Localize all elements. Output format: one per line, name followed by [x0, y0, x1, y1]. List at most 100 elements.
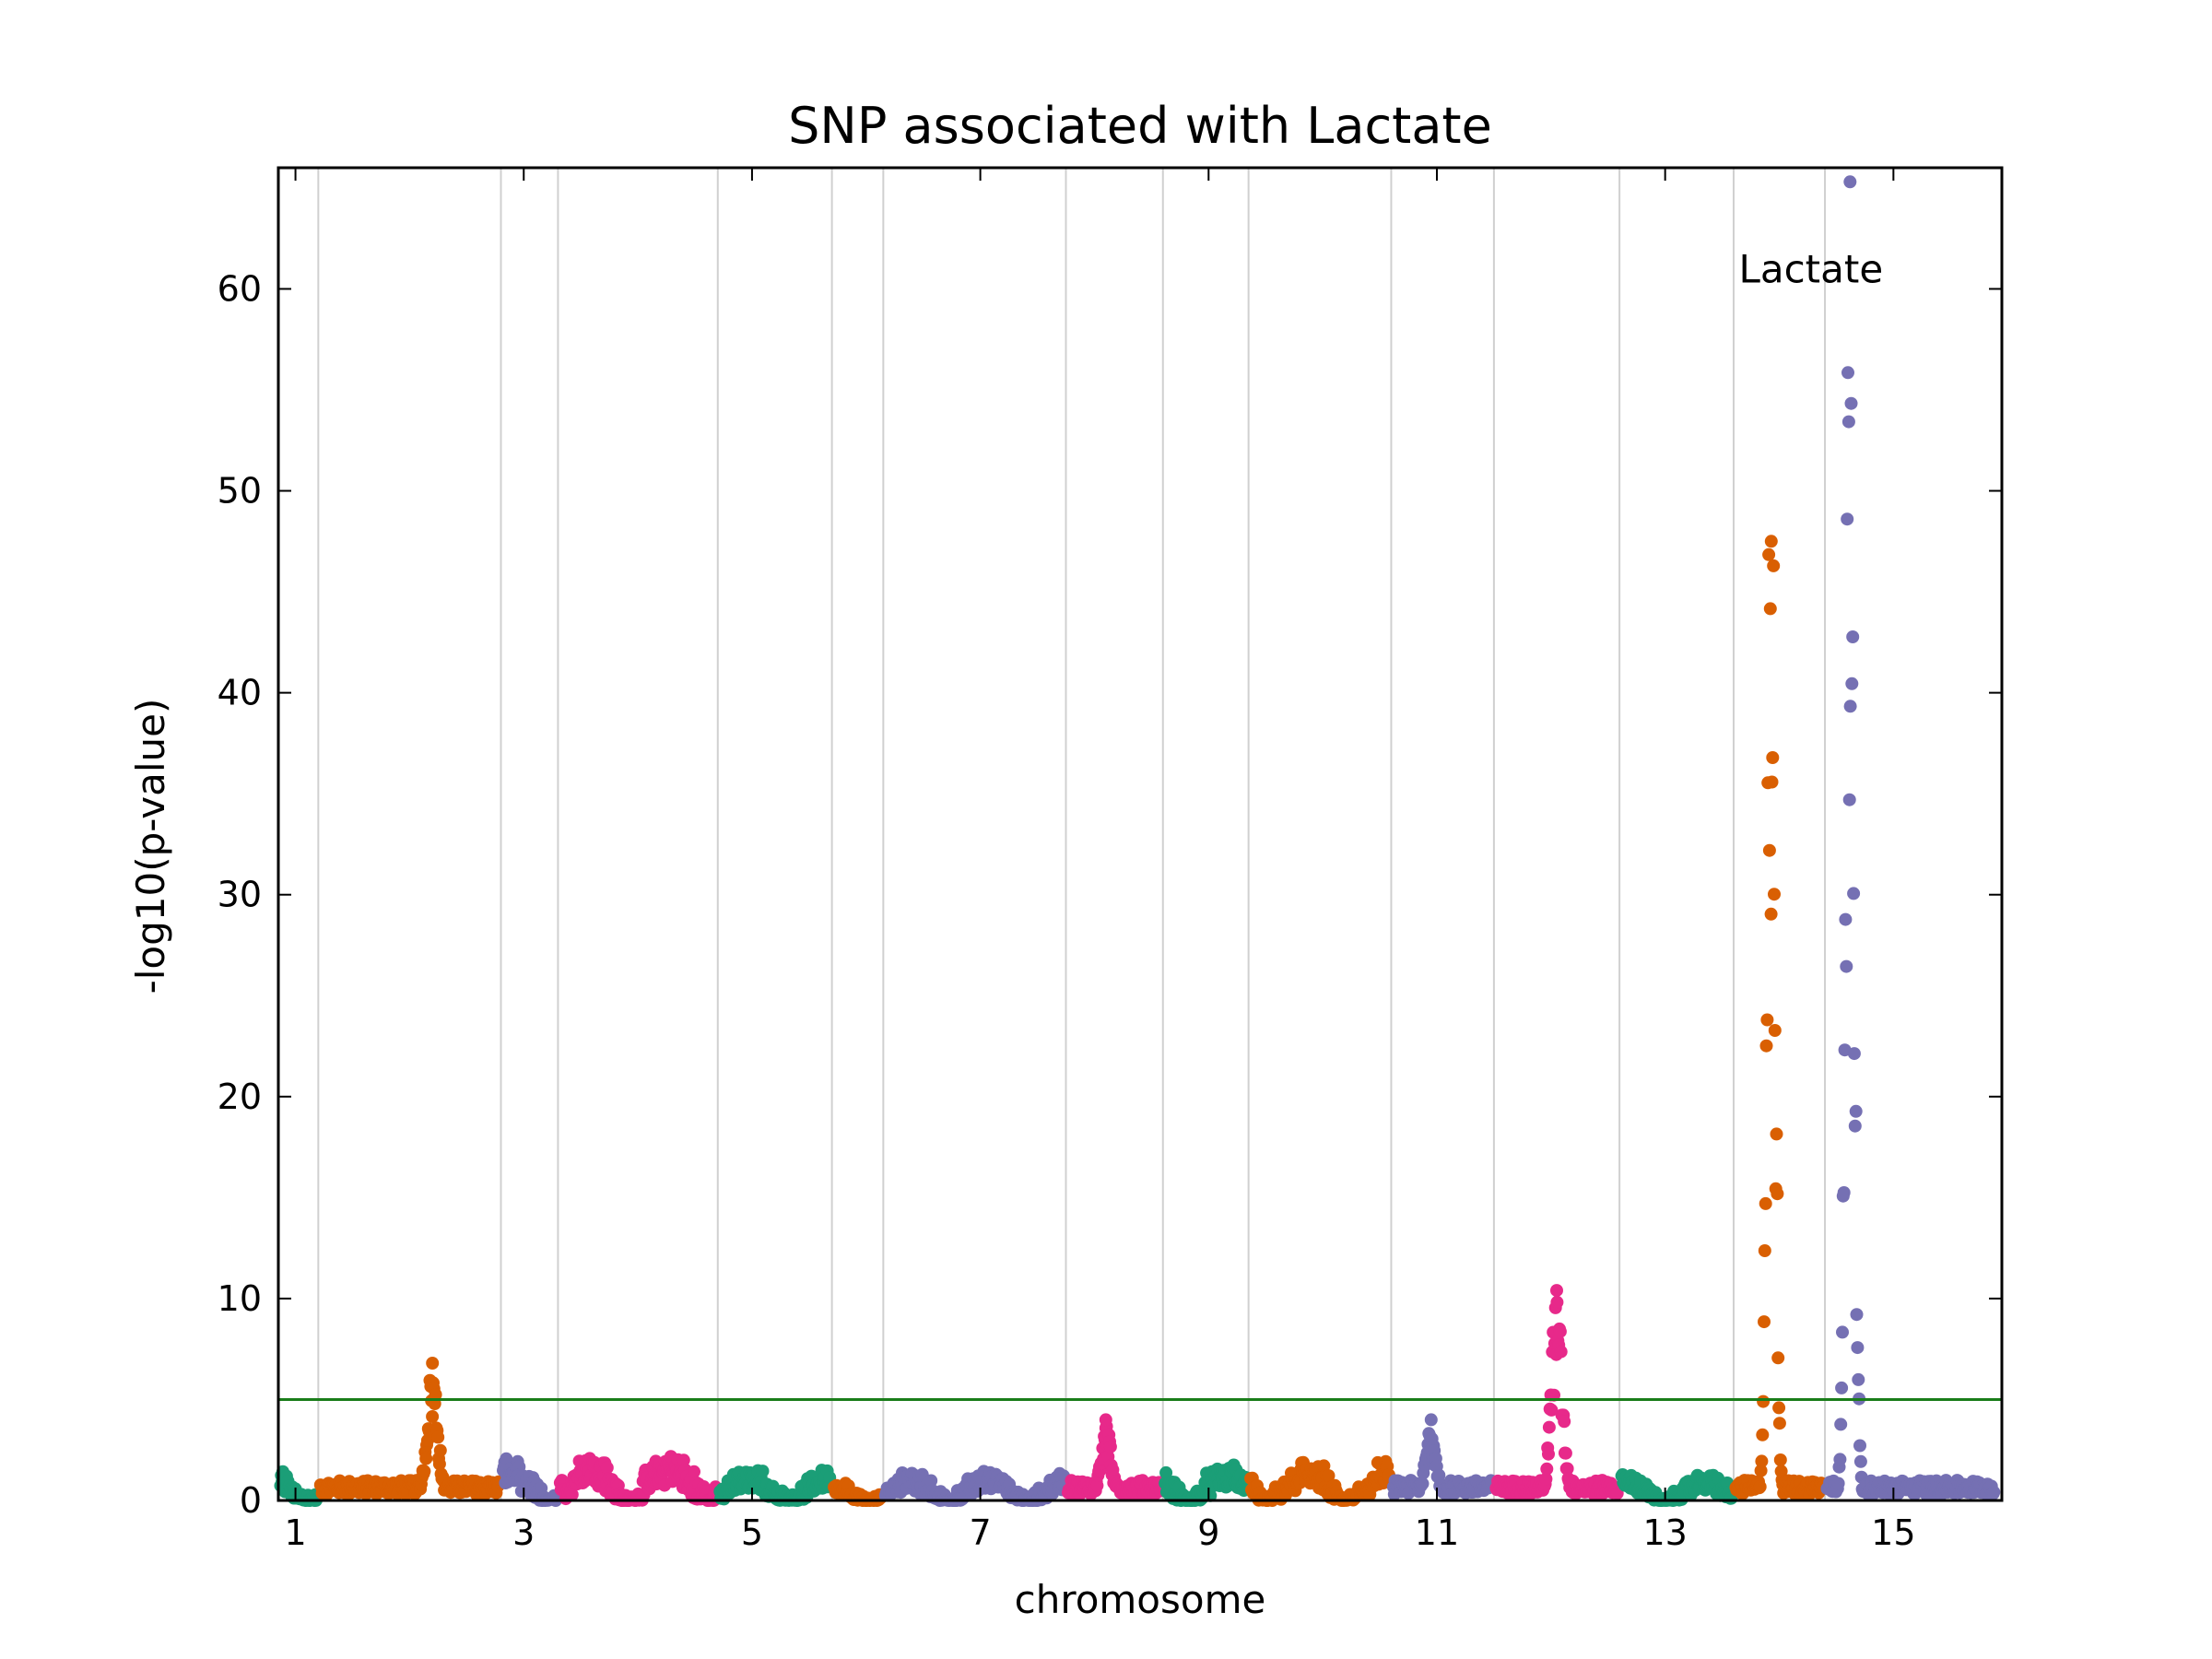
data-point [426, 1410, 440, 1423]
peak-point [426, 1357, 440, 1370]
data-point [1755, 1454, 1769, 1468]
data-point [420, 1434, 434, 1447]
y-tick-label: 10 [218, 1278, 262, 1319]
data-point [1090, 1478, 1104, 1492]
data-point [1841, 366, 1854, 380]
data-point [429, 1388, 442, 1402]
data-point [1847, 887, 1861, 900]
data-point [1852, 1372, 1865, 1386]
data-point [1833, 1453, 1847, 1466]
data-point [1542, 1420, 1556, 1434]
x-axis-title: chromosome [1015, 1577, 1266, 1622]
data-point [1610, 1487, 1624, 1500]
data-point [1841, 512, 1854, 526]
data-point [1540, 1462, 1554, 1476]
x-tick-label: 1 [284, 1512, 306, 1553]
data-point [1322, 1469, 1335, 1483]
data-point [756, 1465, 770, 1478]
y-tick-label: 20 [218, 1077, 262, 1117]
data-point [419, 1452, 433, 1465]
data-point [1103, 1440, 1117, 1453]
data-point [1754, 1464, 1768, 1477]
peak-point [1099, 1413, 1112, 1427]
data-point [1836, 1325, 1849, 1339]
data-point [1766, 751, 1780, 764]
data-point [1853, 1454, 1867, 1468]
data-point [1831, 1477, 1845, 1490]
data-point [1850, 1308, 1864, 1322]
x-tick-label: 15 [1871, 1512, 1915, 1553]
y-tick-label: 0 [240, 1480, 262, 1521]
data-point [1763, 602, 1777, 616]
data-point [1558, 1415, 1571, 1429]
data-point [1757, 1394, 1771, 1408]
data-point [924, 1474, 938, 1488]
data-point [1559, 1446, 1572, 1460]
x-tick-label: 11 [1415, 1512, 1459, 1553]
data-point [1765, 775, 1779, 789]
y-tick-label: 40 [218, 673, 262, 713]
data-point [565, 1488, 579, 1501]
data-point [677, 1453, 690, 1467]
y-tick-label: 50 [218, 471, 262, 512]
data-point [431, 1430, 445, 1444]
data-point [1545, 1403, 1559, 1417]
data-point [1554, 1345, 1568, 1359]
data-point [1159, 1465, 1173, 1479]
data-point [1756, 1428, 1770, 1441]
data-point [433, 1443, 447, 1457]
data-point [1848, 1119, 1862, 1133]
peak-point [1424, 1413, 1438, 1427]
data-point [1758, 1244, 1771, 1257]
data-point [1539, 1472, 1553, 1486]
data-point [1847, 1047, 1861, 1061]
data-point [1768, 1024, 1782, 1037]
chart-title: SNP associated with Lactate [788, 97, 1492, 155]
data-point [1772, 1417, 1786, 1430]
data-point [1553, 1324, 1567, 1338]
data-point [1773, 1453, 1787, 1466]
x-tick-label: 3 [512, 1512, 535, 1553]
y-axis-title: -log10(p-value) [128, 699, 173, 994]
data-point [1542, 1447, 1555, 1461]
peak-point [1764, 535, 1778, 548]
data-point [1835, 1381, 1849, 1394]
data-point [418, 1465, 431, 1478]
y-tick-label: 30 [218, 875, 262, 915]
data-point [1834, 1418, 1848, 1431]
peak-point [1550, 1284, 1563, 1298]
data-point [1851, 1341, 1865, 1355]
data-point [1845, 677, 1859, 690]
data-point [1839, 912, 1853, 926]
data-points [274, 175, 2001, 1507]
y-tick-label: 60 [218, 268, 262, 309]
data-point [1771, 1351, 1785, 1365]
data-point [1837, 1186, 1851, 1199]
data-point [432, 1457, 446, 1471]
data-point [1842, 793, 1856, 806]
data-point [1762, 843, 1776, 857]
data-point [1759, 1039, 1773, 1053]
data-point [1772, 1401, 1786, 1415]
data-point [1416, 1477, 1430, 1490]
peak-point [1843, 175, 1857, 189]
x-tick-label: 9 [1197, 1512, 1219, 1553]
data-point [1767, 559, 1781, 572]
data-point [1840, 959, 1853, 973]
data-point [1846, 630, 1860, 643]
data-point [1841, 415, 1855, 429]
data-point [1853, 1439, 1866, 1453]
data-point [1759, 1196, 1772, 1210]
peak-annotation-label: Lactate [1738, 247, 1883, 292]
data-point [1550, 1295, 1564, 1309]
data-point [1771, 1187, 1784, 1201]
x-tick-label: 7 [970, 1512, 992, 1553]
data-point [1762, 547, 1776, 561]
data-point [1849, 1104, 1863, 1118]
data-point [1760, 1013, 1774, 1027]
data-point [1560, 1462, 1574, 1476]
data-point [1768, 888, 1781, 901]
data-point [1758, 1315, 1771, 1329]
data-point [1764, 907, 1778, 921]
